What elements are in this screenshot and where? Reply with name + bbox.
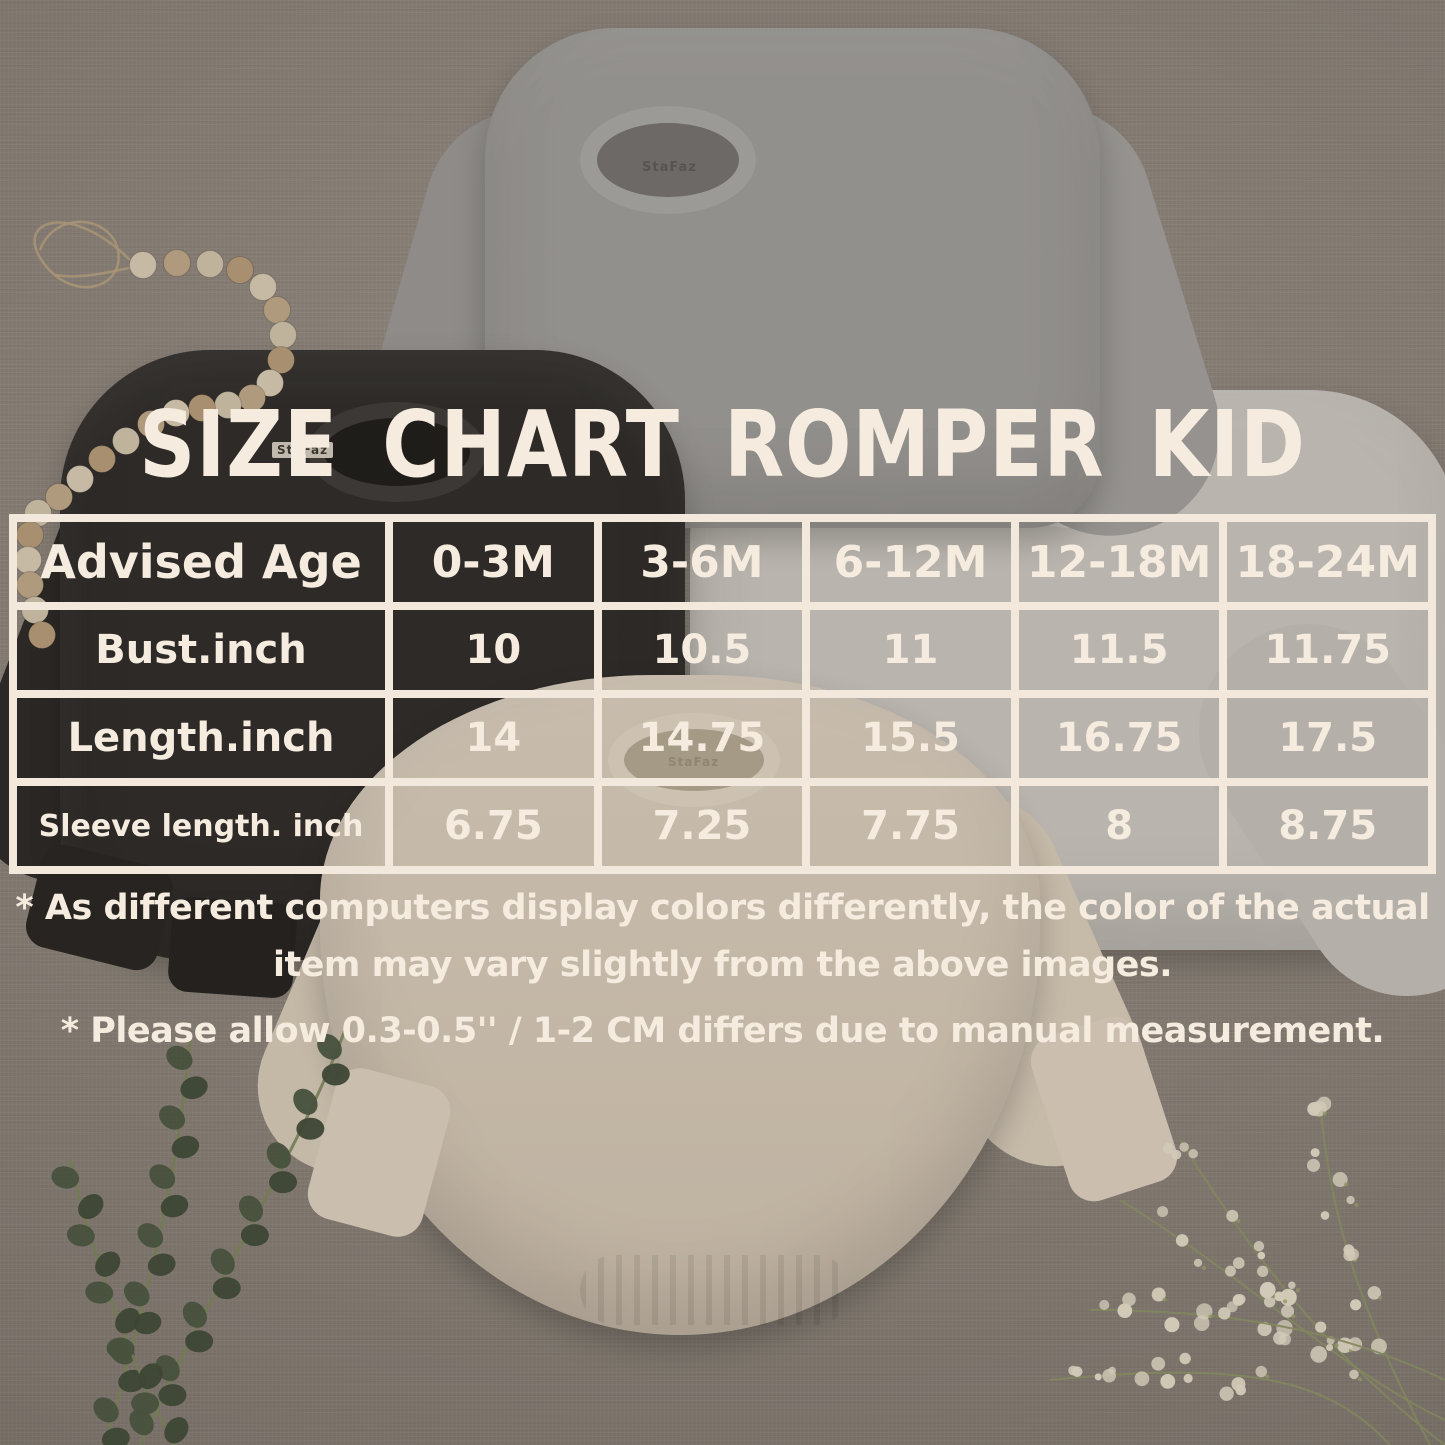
wooden-bead-garland xyxy=(14,220,297,649)
table-value: 14.75 xyxy=(597,694,807,782)
table-value: 16.75 xyxy=(1014,694,1224,782)
table-header-advised-age: Advised Age xyxy=(13,518,390,606)
table-value: 11.5 xyxy=(1014,606,1224,694)
table-row-label: Length.inch xyxy=(13,694,390,782)
brand-tag-label: StaFaz xyxy=(668,755,720,769)
table-header-size: 18-24M xyxy=(1223,518,1432,606)
table-value: 17.5 xyxy=(1223,694,1432,782)
table-value: 11 xyxy=(806,606,1015,694)
cream-romper-gathered-hem xyxy=(580,1255,850,1325)
babys-breath-flowers xyxy=(1049,1096,1445,1445)
table-row-label: Sleeve length. inch xyxy=(13,782,390,870)
table-header-size: 3-6M xyxy=(597,518,807,606)
table-value: 14 xyxy=(389,694,598,782)
table-value: 10.5 xyxy=(597,606,807,694)
table-value: 15.5 xyxy=(806,694,1015,782)
note-color-disclaimer: * As different computers display colors … xyxy=(15,888,1430,985)
size-chart-table: Advised Age 0-3M 3-6M 6-12M 12-18M 18-24… xyxy=(9,514,1436,874)
disclaimer-notes: * As different computers display colors … xyxy=(0,880,1445,1060)
page-title: SIZE CHART ROMPER KID xyxy=(139,392,1306,499)
table-value: 7.25 xyxy=(597,782,807,870)
table-value: 7.75 xyxy=(806,782,1015,870)
table-value: 8 xyxy=(1014,782,1224,870)
table-value: 10 xyxy=(389,606,598,694)
table-header-size: 0-3M xyxy=(389,518,598,606)
table-row-label: Bust.inch xyxy=(13,606,390,694)
brand-tag-label: StaFaz xyxy=(272,442,334,458)
note-measurement-disclaimer: * Please allow 0.3-0.5'' / 1-2 CM differ… xyxy=(60,1011,1385,1052)
table-value: 11.75 xyxy=(1223,606,1432,694)
table-value: 6.75 xyxy=(389,782,598,870)
table-header-size: 12-18M xyxy=(1014,518,1224,606)
brand-tag-label: StaFaz xyxy=(642,160,697,175)
table-header-size: 6-12M xyxy=(806,518,1015,606)
eucalyptus-branches xyxy=(51,1030,350,1445)
table-value: 8.75 xyxy=(1223,782,1432,870)
